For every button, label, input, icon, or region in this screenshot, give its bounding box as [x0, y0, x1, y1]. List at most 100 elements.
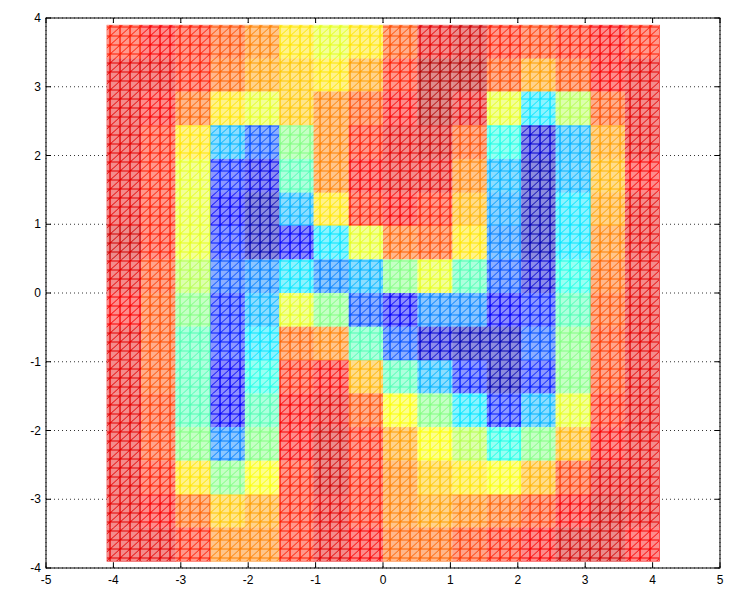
mesh-cell [521, 360, 556, 393]
mesh-cell [487, 25, 522, 59]
mesh-cell [417, 226, 452, 260]
mesh-cell [245, 226, 280, 260]
tick [383, 563, 384, 568]
mesh-cell [487, 159, 522, 193]
mesh-cell [591, 193, 626, 226]
tick [585, 18, 586, 23]
mesh-cell [175, 393, 210, 427]
mesh-cell [625, 393, 660, 427]
mesh-cell [556, 226, 591, 260]
mesh-cell [591, 393, 626, 427]
mesh-cell [349, 193, 384, 226]
mesh-cell [521, 427, 556, 461]
mesh-cell [314, 393, 349, 427]
chart: -5-4-3-2-1012345-4-3-2-101234 [0, 0, 737, 595]
tick [46, 86, 51, 87]
mesh-cell [107, 125, 142, 159]
tick [720, 563, 721, 568]
mesh-cell [349, 59, 384, 92]
mesh-cell [141, 327, 176, 361]
mesh-cell [625, 159, 660, 193]
mesh-cell [349, 494, 384, 527]
mesh-cell [141, 226, 176, 260]
mesh-cell [625, 226, 660, 260]
mesh-cell [175, 92, 210, 126]
mesh-cell [245, 494, 280, 527]
mesh-cell [487, 125, 522, 159]
tick [180, 563, 181, 568]
mesh-cell [175, 226, 210, 260]
mesh-cell [487, 92, 522, 126]
mesh-cell [175, 461, 210, 495]
mesh-cell [487, 527, 522, 561]
mesh-cell [417, 125, 452, 159]
mesh-cell [521, 461, 556, 495]
mesh-cell [314, 461, 349, 495]
x-tick-label: -5 [41, 573, 52, 587]
mesh-cell [383, 393, 418, 427]
x-tick-label: 1 [447, 573, 454, 587]
mesh-cell [349, 393, 384, 427]
mesh-cell [245, 159, 280, 193]
mesh-cell [245, 25, 280, 59]
mesh-cell [521, 125, 556, 159]
mesh-cell [417, 527, 452, 561]
plot-background [46, 18, 720, 568]
mesh-cell [245, 360, 280, 393]
mesh-cell [210, 527, 245, 561]
mesh-cell [591, 92, 626, 126]
tick [46, 563, 47, 568]
mesh-cell [210, 226, 245, 260]
mesh-cell [210, 193, 245, 226]
mesh-cell [521, 193, 556, 226]
mesh-cell [141, 59, 176, 92]
axes-frame [46, 18, 720, 568]
mesh-cell [210, 494, 245, 527]
mesh-cell [556, 393, 591, 427]
mesh-cell [107, 25, 142, 59]
mesh-cell [141, 360, 176, 393]
mesh-cell [383, 461, 418, 495]
mesh-cell [314, 427, 349, 461]
tick [450, 18, 451, 23]
mesh-cell [314, 226, 349, 260]
mesh-cell [591, 527, 626, 561]
tick [180, 18, 181, 23]
mesh-cell [279, 494, 314, 527]
mesh-cell [314, 327, 349, 361]
mesh-cell [591, 293, 626, 327]
tick [248, 563, 249, 568]
mesh-cell [107, 360, 142, 393]
mesh-cell [417, 259, 452, 293]
mesh-cell [107, 494, 142, 527]
mesh-cell [279, 92, 314, 126]
mesh-cell [556, 461, 591, 495]
tick [46, 155, 51, 156]
mesh-cell [521, 92, 556, 126]
mesh-cell [349, 25, 384, 59]
mesh-cell [417, 293, 452, 327]
mesh-cell [452, 59, 487, 92]
mesh-cell [625, 92, 660, 126]
mesh-cell [521, 527, 556, 561]
mesh-cell [417, 494, 452, 527]
mesh-cell [245, 393, 280, 427]
mesh-cell [107, 527, 142, 561]
mesh-cell [279, 59, 314, 92]
mesh-cell [625, 25, 660, 59]
y-tick-label: 0 [34, 286, 41, 300]
mesh-cell [556, 259, 591, 293]
tick [652, 563, 653, 568]
tick [715, 155, 720, 156]
mesh-cell [210, 293, 245, 327]
mesh-cell [107, 393, 142, 427]
mesh-cell [487, 461, 522, 495]
x-tick-label: 5 [717, 573, 724, 587]
y-tick-label: -4 [30, 561, 41, 575]
grid [46, 18, 720, 568]
mesh-cell [210, 461, 245, 495]
mesh-cell [452, 461, 487, 495]
tick [46, 430, 51, 431]
tick [46, 224, 51, 225]
mesh-cell [452, 393, 487, 427]
